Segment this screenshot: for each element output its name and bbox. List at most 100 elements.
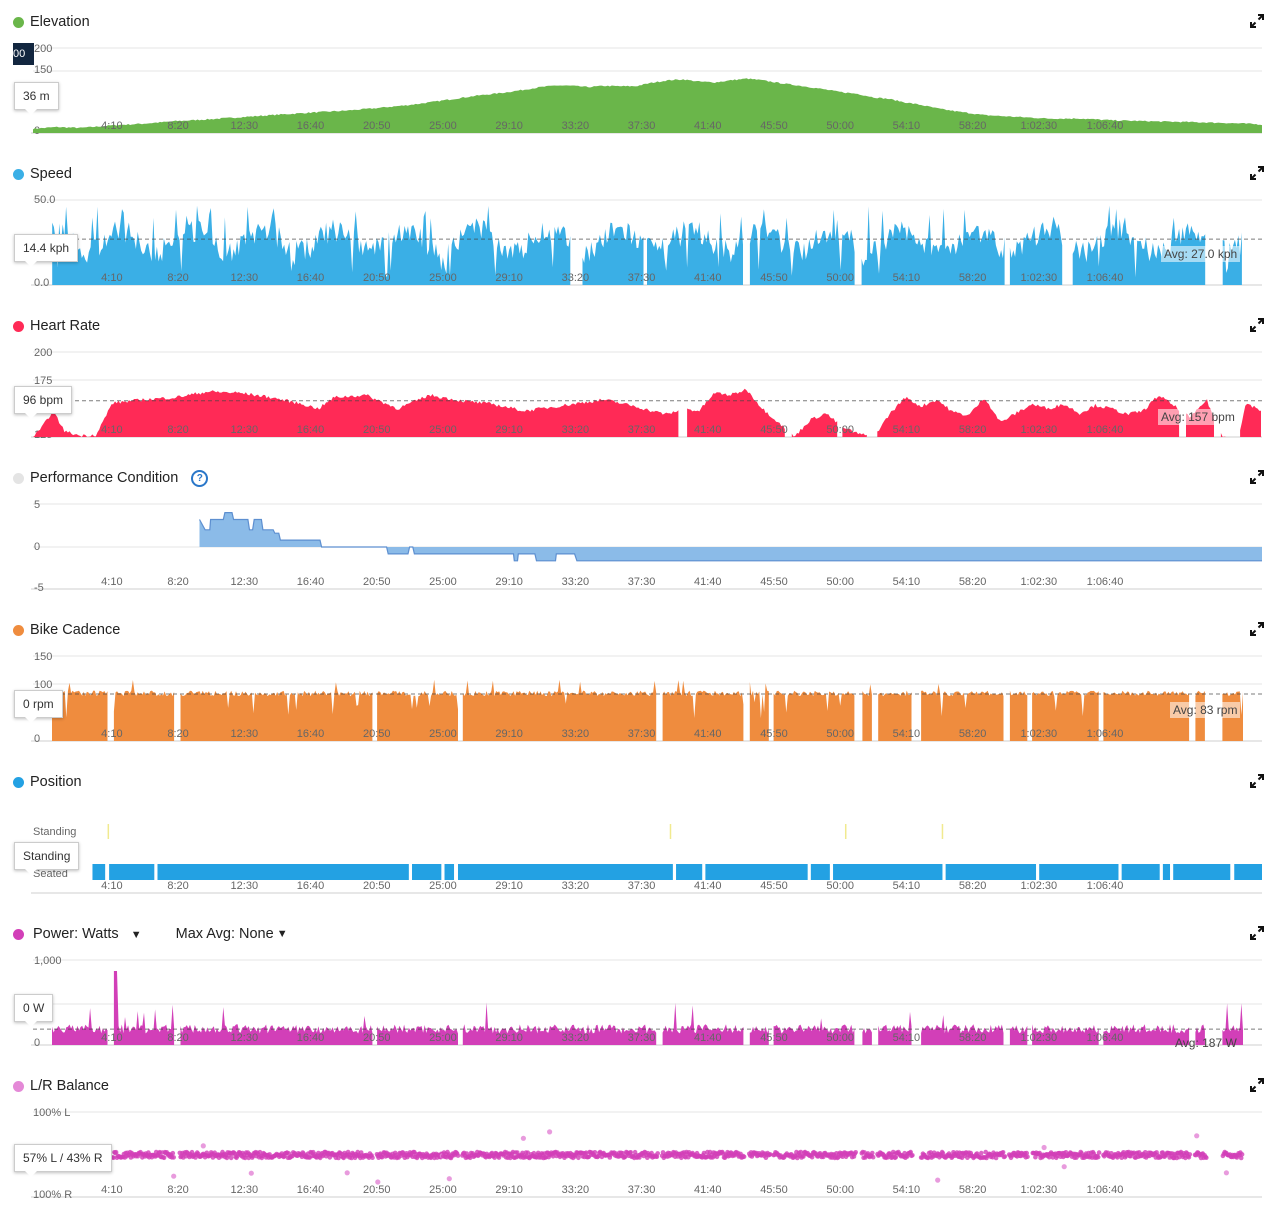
x-tick-label: 41:40: [694, 1032, 722, 1044]
balance-point: [853, 1150, 858, 1155]
caret-down-icon: ▼: [130, 929, 142, 941]
x-tick-label: 33:20: [562, 728, 590, 740]
elevation-panel: Elevation 20015004:108:2012:3016:4020:50…: [0, 0, 1280, 150]
y-tick-label: 175: [34, 375, 52, 387]
x-tick-label: 25:00: [429, 424, 457, 436]
x-tick-label: 45:50: [760, 272, 788, 284]
performance-condition-chart[interactable]: 5 0 -5 4:10 8:20 12:30 16:40 20:50 25:00 29:10 33:…: [0, 456, 1280, 606]
y-tick-label: 1,000: [34, 955, 62, 967]
x-tick-label: 54:10: [893, 272, 921, 284]
max-avg-selector[interactable]: Max Avg: None ▼: [176, 926, 288, 942]
power-title: Power: Watts ▼ Max Avg: None ▼: [13, 924, 288, 944]
heart-rate-tooltip: 96 bpm: [14, 386, 73, 419]
elevation-legend-dot: [13, 16, 24, 28]
x-tick-label: 41:40: [694, 880, 722, 892]
x-tick-label: 58:20: [959, 1032, 987, 1044]
x-tick-label: 12:30: [231, 272, 259, 284]
x-tick-label: 1:02:30: [1020, 424, 1057, 436]
x-tick-label: 16:40: [297, 880, 325, 892]
x-tick-label: 8:20: [167, 120, 188, 132]
x-tick-label: 1:02:30: [1020, 1032, 1057, 1044]
area-series: [52, 679, 1243, 741]
help-icon[interactable]: ?: [191, 469, 209, 487]
balance-point: [531, 1150, 537, 1156]
x-tick-label: 29:10: [495, 576, 523, 588]
power-chart[interactable]: 1,000 0 4:10 8:20 12:30 16:40 20:50 25:00 29:10 3…: [0, 912, 1280, 1062]
x-tick-label: 41:40: [694, 272, 722, 284]
heart-rate-chart[interactable]: 2001751254:108:2012:3016:4020:5025:0029:…: [0, 304, 1280, 454]
x-tick-label: 58:20: [959, 1184, 987, 1196]
x-tick-label: 8:20: [167, 576, 188, 588]
balance-outlier: [520, 1135, 527, 1141]
x-tick-label: 45:50: [760, 880, 788, 892]
x-tick-label: 29:10: [495, 424, 523, 436]
heart-rate-panel: Heart Rate 2001751254:108:2012:3016:4020…: [0, 304, 1280, 454]
balance-point: [1119, 1155, 1124, 1160]
x-tick-label: 8:20: [167, 424, 188, 436]
balance-point: [809, 1154, 815, 1160]
cadence-tooltip: 0 rpm: [14, 690, 63, 723]
x-tick-label: 58:20: [959, 728, 987, 740]
x-tick-label: 20:50: [363, 272, 391, 284]
balance-point: [1000, 1150, 1006, 1155]
position-legend-dot: [13, 776, 24, 788]
power-average-label: Avg: 187 W: [1175, 1036, 1237, 1050]
lr-balance-chart[interactable]: 100% L 100% R 4:10 8:20 12:30 16:40 20:50 25:00…: [0, 1064, 1280, 1214]
balance-legend-dot: [13, 1080, 24, 1092]
x-tick-label: 54:10: [893, 424, 921, 436]
x-tick-label: 8:20: [167, 1032, 188, 1044]
balance-point: [171, 1155, 176, 1160]
x-tick-label: 8:20: [167, 272, 188, 284]
balance-tooltip: 57% L / 43% R: [14, 1144, 112, 1177]
y-tick-label: 5: [34, 499, 40, 511]
x-tick-label: 58:20: [959, 576, 987, 588]
x-tick-label: 58:20: [959, 272, 987, 284]
bike-cadence-title: Bike Cadence: [13, 620, 120, 640]
balance-point: [492, 1155, 497, 1160]
seated-segment: [1173, 864, 1231, 880]
speed-average-label: Avg: 27.0 kph: [1161, 246, 1241, 262]
x-tick-label: 1:02:30: [1020, 880, 1057, 892]
x-tick-label: 37:30: [628, 424, 656, 436]
seated-segment: [1234, 864, 1262, 880]
balance-point: [798, 1149, 804, 1155]
balance-point: [801, 1154, 806, 1159]
expand-icon[interactable]: [1250, 926, 1264, 940]
y-tick-label: 50.0: [34, 194, 55, 206]
expand-icon[interactable]: [1250, 318, 1264, 332]
area-series: [199, 512, 1262, 561]
expand-icon[interactable]: [1250, 622, 1264, 636]
expand-icon[interactable]: [1250, 1078, 1264, 1092]
x-tick-label: 20:50: [363, 1032, 391, 1044]
area-series: [33, 78, 1262, 133]
x-tick-label: 54:10: [893, 728, 921, 740]
seated-segment: [1121, 864, 1160, 880]
balance-point: [576, 1155, 581, 1161]
x-tick-label: 16:40: [297, 120, 325, 132]
x-tick-label: 16:40: [297, 272, 325, 284]
x-tick-label: 25:00: [429, 272, 457, 284]
x-tick-label: 54:10: [893, 1032, 921, 1044]
expand-icon[interactable]: [1250, 774, 1264, 788]
elevation-chart[interactable]: 20015004:108:2012:3016:4020:5025:0029:10…: [0, 0, 1280, 150]
expand-icon[interactable]: [1250, 14, 1264, 28]
heart-rate-average-label: Avg: 157 bpm: [1158, 409, 1238, 425]
bike-cadence-chart[interactable]: 150 100 0 4:10 8:20 12:30 16:40 20:50 25:00 29:10…: [0, 608, 1280, 758]
bike-cadence-title-text: Bike Cadence: [30, 622, 121, 638]
elevation-tooltip: 36 m: [14, 82, 59, 115]
x-tick-label: 16:40: [297, 728, 325, 740]
power-metric-selector[interactable]: Power: Watts ▼: [33, 926, 142, 942]
expand-icon[interactable]: [1250, 470, 1264, 484]
speed-title-text: Speed: [30, 166, 72, 182]
x-tick-label: 50:00: [826, 272, 854, 284]
heart-rate-title: Heart Rate: [13, 316, 100, 336]
performance-condition-panel: Performance Condition ? 5 0 -5 4:10 8:20 12:3…: [0, 456, 1280, 606]
power-tooltip: 0 W: [14, 994, 54, 1027]
balance-point: [525, 1150, 531, 1155]
x-tick-label: 25:00: [429, 120, 457, 132]
expand-icon[interactable]: [1250, 166, 1264, 180]
x-tick-label: 33:20: [562, 120, 590, 132]
x-tick-label: 33:20: [562, 424, 590, 436]
speed-chart[interactable]: 50.0 0.0 4:10 8:20 12:30 16:40 20:50 25:00 29:10…: [0, 152, 1280, 302]
